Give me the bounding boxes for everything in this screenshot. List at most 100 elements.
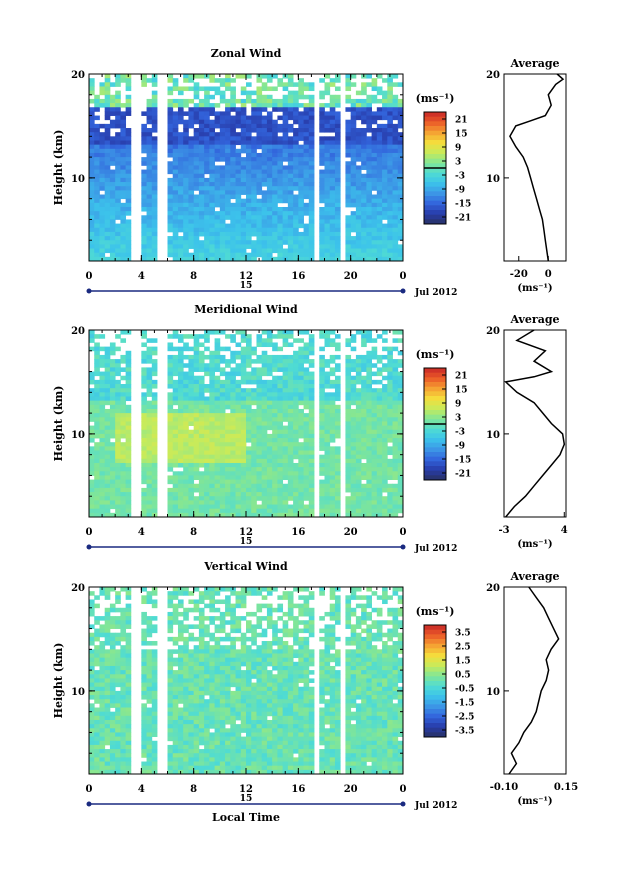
y-axis-label: Height (km): [52, 643, 65, 719]
x-tick-label: 0: [86, 271, 93, 282]
x-tick-label: 8: [190, 271, 197, 282]
heatmap-cells: [89, 587, 404, 775]
profile-y-tick-label: 10: [486, 174, 500, 185]
profile-line: [504, 329, 566, 518]
profile-x-label: (ms⁻¹): [517, 796, 552, 807]
y-tick-label: 10: [71, 430, 85, 441]
date-label: Jul 2012: [414, 288, 457, 298]
x-tick-label: 12: [239, 271, 253, 282]
profile-y-tick-label: 20: [486, 583, 500, 594]
heatmap-cells: [89, 74, 404, 262]
panel-title: Zonal Wind: [211, 47, 282, 60]
colorbar-tick-label: 0.5: [455, 671, 471, 681]
colorbar-tick-label: -21: [455, 470, 471, 480]
colorbar-tick-label: -21: [455, 214, 471, 224]
x-tick-label: 16: [291, 527, 305, 538]
profile-y-tick-label: 20: [486, 326, 500, 337]
y-tick-label: 10: [71, 687, 85, 698]
x-tick-label: 0: [400, 271, 407, 282]
colorbar-tick-label: 9: [455, 400, 461, 410]
y-tick-label: 20: [71, 326, 85, 337]
x-tick-label: 20: [344, 271, 358, 282]
colorbar-unit: (ms⁻¹): [416, 605, 455, 618]
colorbar-unit: (ms⁻¹): [416, 348, 455, 361]
x-tick-label: 8: [190, 784, 197, 795]
profile-x-tick-label: 4: [561, 525, 568, 536]
average-profile: Average 20 10 -3 4 (ms⁻¹): [486, 313, 568, 550]
y-axis-label: Height (km): [52, 130, 65, 206]
profile-x-tick-label: 0.15: [554, 782, 578, 793]
profile-line: [508, 586, 560, 775]
average-profile: Average 20 10 -20 0 (ms⁻¹): [486, 57, 567, 294]
colorbar-tick-label: -15: [455, 200, 471, 210]
y-tick-label: 20: [71, 583, 85, 594]
colorbar-tick-label: -0.5: [455, 685, 474, 695]
colorbar-tick-label: -1.5: [455, 699, 474, 709]
x-axis-label: Local Time: [212, 811, 280, 824]
x-tick-label: 20: [344, 784, 358, 795]
colorbar: 21 15 9 3 -3 -9 -15 -21: [423, 111, 471, 225]
profile-y-tick-label: 10: [486, 430, 500, 441]
colorbar-tick-label: -9: [455, 186, 465, 196]
colorbar-tick-label: 2.5: [455, 643, 471, 653]
colorbar-tick-label: 3.5: [455, 629, 471, 639]
x-tick-label: 12: [239, 784, 253, 795]
colorbar-tick-label: 1.5: [455, 657, 471, 667]
day-bar-end: [86, 544, 92, 550]
profile-x-label: (ms⁻¹): [517, 283, 552, 294]
profile-title: Average: [509, 57, 559, 70]
x-tick-label: 16: [291, 271, 305, 282]
colorbar-tick-label: 3: [455, 158, 461, 168]
day-label: 15: [240, 537, 253, 547]
date-label: Jul 2012: [414, 544, 457, 554]
colorbar-tick-label: 15: [455, 130, 468, 140]
panel-title: Vertical Wind: [203, 560, 288, 573]
y-axis-label: Height (km): [52, 386, 65, 462]
profile-x-label: (ms⁻¹): [517, 539, 552, 550]
x-tick-label: 20: [344, 527, 358, 538]
day-bar-end: [400, 288, 406, 294]
profile-x-tick-label: -0.10: [490, 782, 519, 793]
colorbar: 3.5 2.5 1.5 0.5 -0.5 -1.5 -2.5 -3.5: [423, 624, 474, 738]
x-tick-label: 4: [138, 271, 145, 282]
day-bar-end: [400, 544, 406, 550]
average-profile: Average 20 10 -0.10 0.15(ms⁻¹): [486, 570, 578, 807]
x-tick-label: 4: [138, 527, 145, 538]
panel-zonal: Zonal Wind 0 4 8 12 16 20 0 20 10 Height (km) 15 Jul…: [52, 47, 567, 298]
heatmap-cells: [89, 330, 404, 518]
x-tick-label: 0: [400, 784, 407, 795]
x-tick-label: 0: [86, 784, 93, 795]
profile-title: Average: [509, 570, 559, 583]
profile-title: Average: [509, 313, 559, 326]
colorbar-tick-label: -9: [455, 442, 465, 452]
colorbar-tick-label: -3: [455, 428, 465, 438]
y-tick-label: 20: [71, 70, 85, 81]
colorbar-tick-label: -3.5: [455, 727, 474, 737]
panel-meridional: Meridional Wind 0 4 8 12 16 20 0 20 10 Height (km)…: [52, 303, 568, 554]
colorbar-tick-label: -3: [455, 172, 465, 182]
profile-y-tick-label: 20: [486, 70, 500, 81]
x-tick-label: 0: [86, 527, 93, 538]
colorbar-frame: [423, 624, 447, 738]
panel-title: Meridional Wind: [194, 303, 298, 316]
x-tick-label: 0: [400, 527, 407, 538]
colorbar-tick-label: 3: [455, 414, 461, 424]
colorbar-tick-label: 15: [455, 386, 468, 396]
profile-x-tick-label: 0: [545, 269, 552, 280]
day-bar-end: [86, 288, 92, 294]
day-label: 15: [240, 281, 253, 291]
colorbar-tick-label: -15: [455, 456, 471, 466]
colorbar-tick-label: -2.5: [455, 713, 474, 723]
profile-line: [509, 73, 565, 262]
profile-frame: [503, 73, 567, 262]
profile-x-tick-label: -20: [510, 269, 528, 280]
profile-y-tick-label: 10: [486, 687, 500, 698]
colorbar-unit: (ms⁻¹): [416, 92, 455, 105]
colorbar-tick-label: 21: [455, 372, 468, 382]
day-bar-end: [400, 801, 406, 807]
x-tick-label: 12: [239, 527, 253, 538]
y-tick-label: 10: [71, 174, 85, 185]
profile-frame: [503, 586, 567, 775]
x-tick-label: 8: [190, 527, 197, 538]
